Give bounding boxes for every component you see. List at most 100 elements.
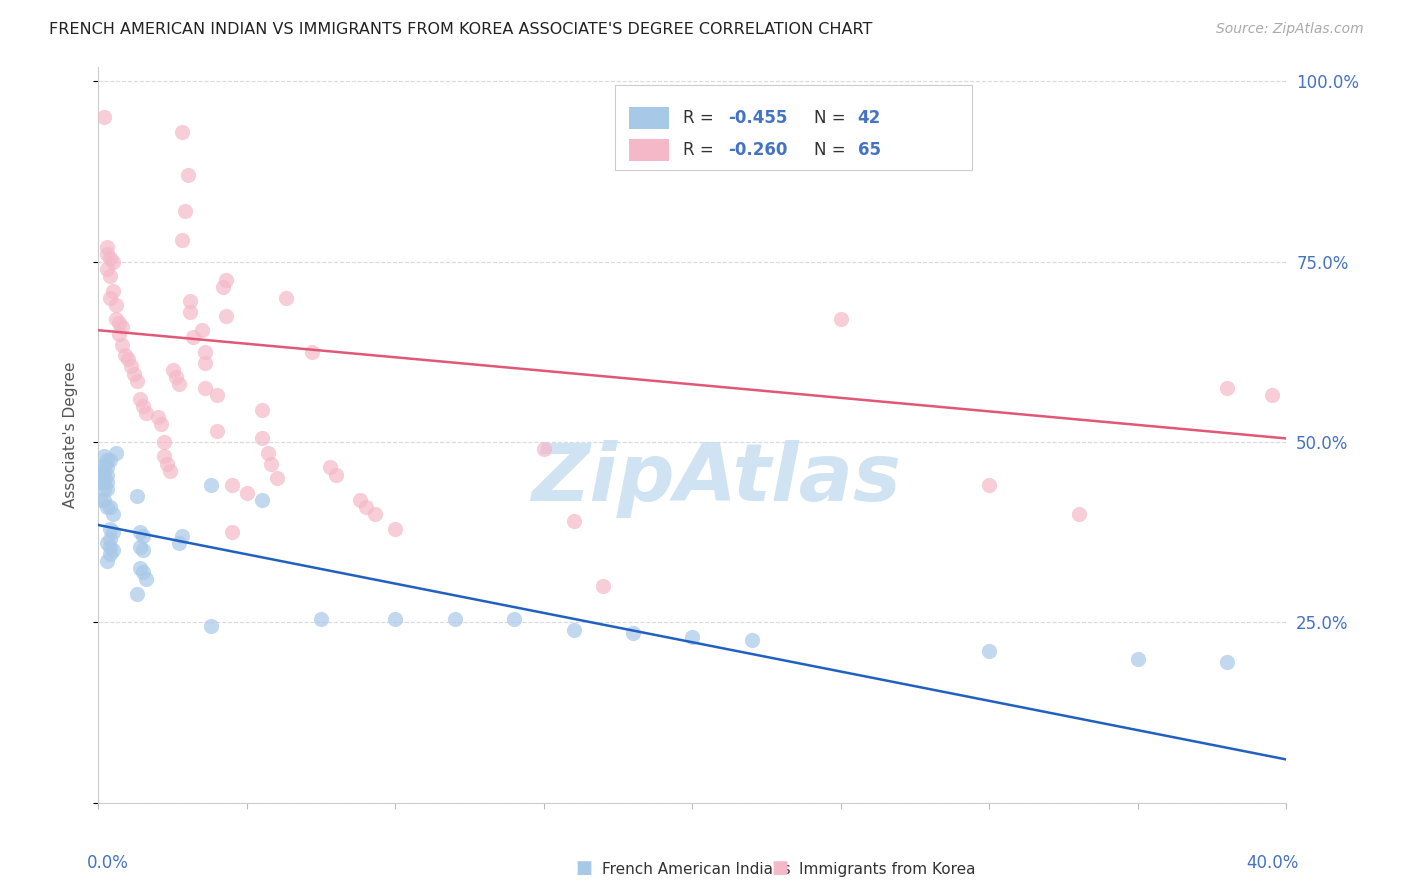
Point: [96, 240, 118, 254]
Text: N =: N =: [814, 110, 851, 128]
Point: [301, 344, 323, 359]
Point: [122, 367, 145, 381]
Point: [205, 388, 228, 402]
Point: [96, 482, 118, 496]
Text: -0.455: -0.455: [728, 110, 787, 128]
Point: [96, 247, 118, 261]
Point: [108, 316, 131, 330]
Point: [93, 111, 115, 125]
Point: [266, 471, 288, 485]
Point: [132, 543, 155, 558]
Text: Source: ZipAtlas.com: Source: ZipAtlas.com: [1216, 22, 1364, 37]
Bar: [630, 107, 669, 129]
Point: [93, 460, 115, 475]
Point: [98, 269, 121, 284]
Point: [90, 467, 112, 482]
Point: [105, 298, 128, 312]
Point: [1216, 381, 1239, 395]
Point: [111, 337, 134, 351]
Point: [152, 450, 174, 464]
Point: [98, 291, 121, 305]
Text: Immigrants from Korea: Immigrants from Korea: [799, 863, 976, 877]
Point: [200, 619, 222, 633]
Point: [156, 457, 179, 471]
Point: [149, 417, 172, 431]
Text: 40.0%: 40.0%: [1246, 855, 1298, 872]
Point: [170, 529, 193, 543]
Point: [167, 377, 190, 392]
Point: [250, 492, 273, 507]
Text: 0.0%: 0.0%: [87, 855, 128, 872]
Point: [260, 457, 283, 471]
Point: [103, 525, 125, 540]
Point: [325, 467, 347, 482]
Point: [215, 309, 238, 323]
Point: [191, 323, 214, 337]
Point: [135, 572, 157, 586]
Point: [108, 326, 131, 341]
Point: [98, 522, 121, 536]
Text: ■: ■: [772, 859, 789, 877]
Point: [129, 540, 152, 554]
Point: [93, 475, 115, 489]
Point: [98, 547, 121, 561]
Point: [170, 233, 193, 247]
Text: ZipAtlas: ZipAtlas: [531, 440, 901, 518]
Point: [741, 633, 763, 648]
Point: [183, 330, 205, 344]
Point: [176, 168, 198, 182]
Point: [200, 478, 222, 492]
Point: [96, 554, 118, 568]
Point: [125, 586, 148, 600]
Point: [96, 453, 118, 467]
Point: [179, 305, 201, 319]
Point: [170, 125, 193, 139]
Point: [96, 261, 118, 276]
Point: [96, 536, 118, 550]
Point: [830, 312, 852, 326]
Point: [621, 626, 644, 640]
Point: [309, 612, 332, 626]
Point: [1260, 388, 1282, 402]
Point: [179, 294, 201, 309]
Point: [96, 460, 118, 475]
Point: [103, 284, 125, 298]
Text: N =: N =: [814, 141, 851, 159]
Y-axis label: Associate's Degree: Associate's Degree: [63, 361, 77, 508]
Text: FRENCH AMERICAN INDIAN VS IMMIGRANTS FROM KOREA ASSOCIATE'S DEGREE CORRELATION C: FRENCH AMERICAN INDIAN VS IMMIGRANTS FRO…: [49, 22, 873, 37]
Point: [152, 435, 174, 450]
Point: [349, 492, 371, 507]
Point: [256, 446, 278, 460]
Point: [96, 500, 118, 514]
Point: [236, 485, 259, 500]
Point: [165, 370, 187, 384]
Point: [93, 450, 115, 464]
Point: [221, 478, 243, 492]
Point: [120, 359, 142, 374]
Point: [319, 460, 342, 475]
Point: [979, 478, 1001, 492]
Point: [132, 565, 155, 579]
Point: [93, 467, 115, 482]
Point: [132, 529, 155, 543]
Point: [250, 402, 273, 417]
Point: [98, 453, 121, 467]
Point: [125, 374, 148, 388]
Point: [129, 392, 152, 406]
Point: [93, 482, 115, 496]
Point: [384, 522, 406, 536]
Point: [363, 507, 385, 521]
Point: [1216, 655, 1239, 669]
Point: [354, 500, 377, 514]
Point: [90, 475, 112, 489]
Point: [194, 344, 217, 359]
Point: [162, 363, 184, 377]
Point: [96, 467, 118, 482]
Point: [96, 475, 118, 489]
Bar: [630, 139, 669, 161]
Text: R =: R =: [683, 110, 718, 128]
Point: [443, 612, 465, 626]
Point: [681, 630, 703, 644]
Point: [592, 579, 614, 593]
Point: [979, 644, 1001, 658]
